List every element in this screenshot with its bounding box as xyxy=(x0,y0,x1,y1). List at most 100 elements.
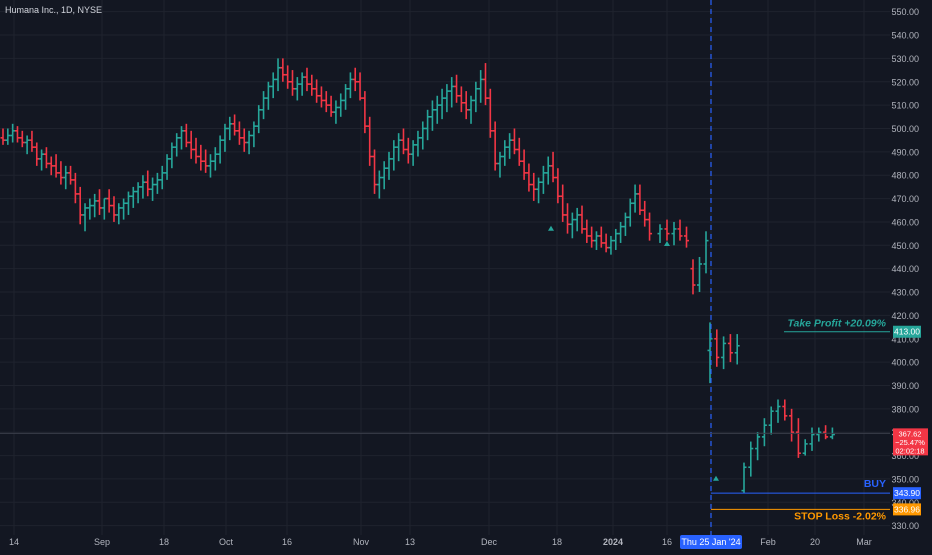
price-tick-label: 420.00 xyxy=(891,311,919,321)
ohlc-bar xyxy=(294,77,300,101)
ohlc-bar xyxy=(690,259,696,295)
ohlc-bar xyxy=(555,168,561,204)
ohlc-bar xyxy=(608,235,614,255)
price-tick-label: 390.00 xyxy=(891,381,919,391)
price-tick-label: 550.00 xyxy=(891,7,919,17)
ohlc-bar xyxy=(14,126,20,143)
ohlc-bar xyxy=(622,212,628,236)
ohlc-bar xyxy=(741,462,747,493)
price-tick-label: 340.00 xyxy=(891,498,919,508)
ohlc-bar xyxy=(5,128,11,145)
ohlc-bar xyxy=(39,149,45,171)
ohlc-bar xyxy=(265,81,271,110)
ohlc-bar xyxy=(454,74,460,103)
current-price-box xyxy=(893,428,928,456)
ohlc-bar xyxy=(748,441,754,477)
ohlc-bar xyxy=(755,432,761,461)
ohlc-bar xyxy=(502,140,508,166)
ohlc-bar xyxy=(82,203,88,232)
ohlc-bar xyxy=(521,149,527,180)
ohlc-bar xyxy=(328,95,334,117)
ohlc-bar xyxy=(261,91,267,120)
ohlc-bar xyxy=(299,72,305,96)
ohlc-bar xyxy=(246,130,252,155)
ohlc-bar xyxy=(212,147,218,171)
ohlc-bar xyxy=(116,203,122,225)
ohlc-bar xyxy=(68,165,74,185)
ohlc-bar xyxy=(439,88,445,120)
ohlc-bar xyxy=(671,221,677,246)
ohlc-bar xyxy=(121,198,127,220)
ohlc-bar xyxy=(352,67,358,92)
ohlc-bar xyxy=(357,72,363,101)
price-tick-label: 350.00 xyxy=(891,474,919,484)
ohlc-bar xyxy=(632,184,638,213)
ohlc-bar xyxy=(159,165,165,190)
ohlc-bar xyxy=(420,121,426,150)
ohlc-bar xyxy=(43,147,49,169)
ohlc-bar xyxy=(290,70,295,96)
ohlc-bar xyxy=(536,177,542,204)
ohlc-bar xyxy=(734,334,740,365)
price-tick-label: 500.00 xyxy=(891,124,919,134)
ohlc-bar xyxy=(761,418,767,447)
ohlc-bar xyxy=(29,130,35,152)
ohlc-bar xyxy=(540,165,546,194)
ohlc-bar xyxy=(19,130,25,148)
ohlc-bar xyxy=(275,58,281,92)
current-price-text: 02:02:18 xyxy=(895,446,924,455)
ohlc-bar xyxy=(396,133,402,162)
price-tick-label: 530.00 xyxy=(891,54,919,64)
price-tick-label: 510.00 xyxy=(891,101,919,111)
stop-loss-price-box xyxy=(893,503,921,516)
ohlc-bar xyxy=(560,184,566,222)
price-tick-label: 360.00 xyxy=(891,451,919,461)
ohlc-bar xyxy=(34,142,40,166)
ohlc-bar xyxy=(714,329,720,367)
ohlc-bar xyxy=(333,100,339,124)
time-tick-label: 14 xyxy=(9,537,19,547)
ohlc-bar xyxy=(642,200,648,227)
ohlc-bar xyxy=(280,58,286,82)
crosshair-date-label: Thu 25 Jan '24 xyxy=(681,537,740,547)
ohlc-bar xyxy=(684,226,689,248)
ohlc-bar xyxy=(198,144,204,171)
price-tick-label: 380.00 xyxy=(891,404,919,414)
time-tick-label: Oct xyxy=(219,537,234,547)
price-tick-label: 480.00 xyxy=(891,171,919,181)
ohlc-bar xyxy=(473,81,479,113)
ohlc-bar xyxy=(492,121,498,171)
take-profit-label: Take Profit +20.09% xyxy=(787,318,886,330)
ohlc-bar xyxy=(697,256,702,293)
ohlc-bar xyxy=(511,128,517,155)
signal-marker xyxy=(548,225,554,231)
stop-loss-price-label: 336.96 xyxy=(894,504,920,514)
price-tick-label: 330.00 xyxy=(891,521,919,531)
ohlc-bar xyxy=(647,212,653,241)
time-tick-label: 16 xyxy=(662,537,672,547)
ohlc-bar xyxy=(565,203,571,234)
ohlc-bar xyxy=(130,186,136,208)
ohlc-bar xyxy=(727,334,733,363)
time-axis[interactable]: 14 Sep 18 Oct 16 Nov 13 Dec 18 2024 16 Feb 20 Mar xyxy=(9,537,872,547)
ohlc-bar xyxy=(545,156,551,185)
ohlc-bar xyxy=(372,149,378,194)
ohlc-bar xyxy=(463,91,469,120)
ohlc-bar xyxy=(721,336,727,370)
ohlc-bar xyxy=(338,93,344,117)
grid-lines xyxy=(0,0,890,535)
time-tick-label: Dec xyxy=(481,537,498,547)
ohlc-bar xyxy=(458,86,464,113)
ohlc-bar xyxy=(386,151,392,180)
ohlc-bar xyxy=(707,322,713,384)
ohlc-bar xyxy=(58,161,64,185)
ohlc-bar xyxy=(425,109,431,141)
ohlc-bar xyxy=(323,91,329,113)
ohlc-bar xyxy=(816,427,822,442)
ohlc-bar xyxy=(809,427,815,451)
ohlc-bar xyxy=(444,84,450,113)
ohlc-bar xyxy=(48,156,54,176)
ohlc-bar xyxy=(487,88,493,138)
